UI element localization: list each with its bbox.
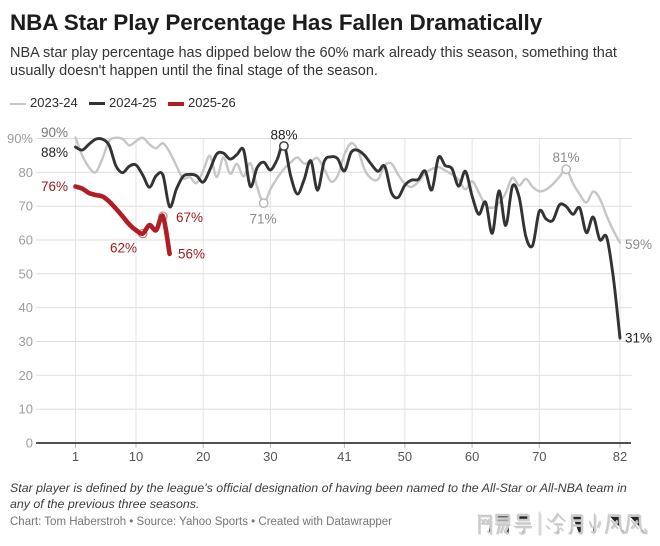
svg-text:50: 50 [398,449,412,464]
svg-text:70: 70 [532,449,546,464]
svg-text:10: 10 [129,449,143,464]
svg-text:60: 60 [465,449,479,464]
svg-text:60: 60 [19,233,33,248]
svg-text:30: 30 [19,334,33,349]
svg-text:59%: 59% [625,237,652,252]
svg-text:31%: 31% [625,330,652,345]
svg-text:76%: 76% [41,179,68,194]
svg-text:20: 20 [196,449,210,464]
svg-text:82: 82 [613,449,627,464]
svg-text:40: 40 [19,300,33,315]
svg-text:1: 1 [72,449,79,464]
svg-text:41: 41 [337,449,351,464]
svg-text:88%: 88% [41,145,68,160]
svg-text:56%: 56% [178,246,205,261]
svg-text:70: 70 [19,199,33,214]
svg-text:80: 80 [19,165,33,180]
svg-text:0: 0 [26,436,33,451]
svg-text:50: 50 [19,266,33,281]
svg-text:71%: 71% [249,212,276,227]
svg-text:90%: 90% [41,125,68,140]
svg-text:88%: 88% [270,128,297,143]
svg-text:81%: 81% [552,150,579,165]
svg-text:62%: 62% [110,240,137,255]
svg-text:90%: 90% [7,131,33,146]
svg-text:30: 30 [263,449,277,464]
svg-text:20: 20 [19,368,33,383]
svg-text:67%: 67% [176,210,203,225]
svg-text:10: 10 [19,402,33,417]
